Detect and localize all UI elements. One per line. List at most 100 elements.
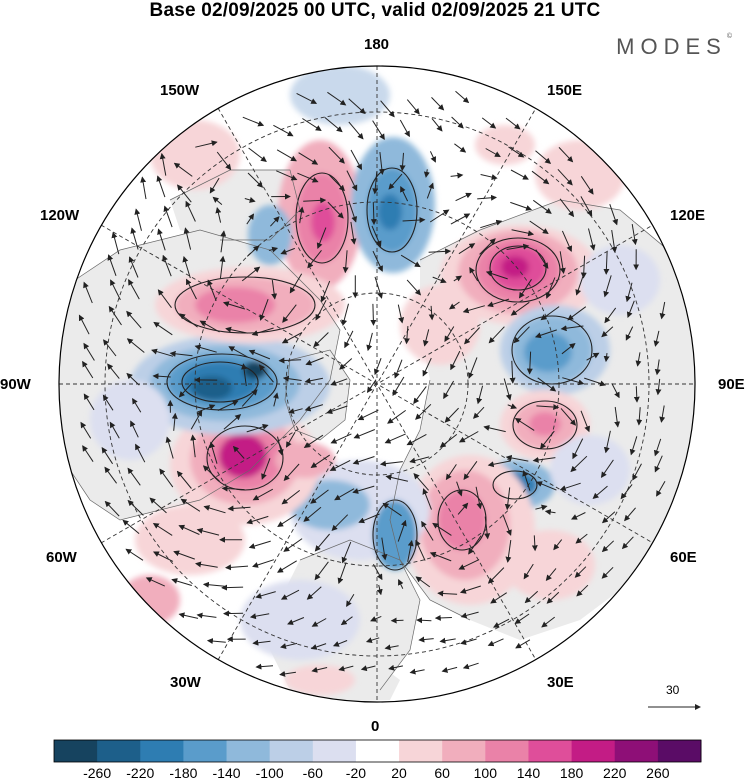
wind-vector — [152, 373, 171, 380]
wind-vector — [330, 433, 352, 444]
wind-vector — [455, 90, 470, 104]
wind-vector — [341, 541, 352, 564]
wind-vector — [562, 377, 585, 386]
wind-vector — [399, 152, 406, 172]
wind-vector — [107, 363, 120, 379]
wind-vector — [455, 192, 472, 202]
wind-vector — [178, 382, 193, 398]
wind-vector — [108, 305, 122, 326]
colorbar-segment — [657, 740, 702, 762]
wind-vector — [311, 666, 328, 673]
lon-label-150e: 150E — [547, 82, 583, 99]
wind-vector — [102, 339, 117, 357]
wind-vector — [209, 177, 220, 194]
wind-vector — [83, 281, 93, 304]
wind-vector — [276, 170, 298, 181]
wind-vector — [409, 668, 425, 675]
coastlines — [59, 169, 695, 691]
wind-vector — [199, 320, 220, 333]
wind-vector — [303, 434, 324, 448]
wind-vector — [314, 533, 330, 552]
colorbar-tick-label: 180 — [559, 765, 584, 781]
wind-vector — [341, 303, 349, 326]
wind-vector — [415, 539, 426, 561]
wind-vector — [310, 489, 329, 504]
wind-vector — [376, 584, 383, 596]
wind-vector — [535, 249, 549, 269]
colorbar-segment — [97, 740, 141, 762]
modes-logo: MODES© — [616, 33, 732, 60]
wind-vector — [397, 304, 405, 324]
wind-vector — [246, 245, 260, 257]
wind-vector — [232, 445, 245, 459]
wind-vector — [510, 169, 529, 180]
wind-vector — [324, 117, 343, 133]
wind-vector — [159, 468, 174, 488]
lon-label-120w: 120W — [40, 207, 80, 224]
wind-vector — [384, 433, 406, 444]
wind-vector — [217, 400, 239, 411]
wind-vector — [207, 279, 217, 301]
wind-vector — [539, 430, 555, 450]
wind-vector — [476, 385, 484, 405]
wind-vector — [601, 326, 614, 338]
wind-vector — [334, 488, 355, 501]
wind-vector — [487, 638, 504, 647]
wind-vector — [326, 405, 348, 415]
wind-vector — [366, 332, 373, 352]
wind-vector — [625, 326, 634, 341]
wind-vector — [212, 196, 223, 205]
wind-vector — [531, 170, 550, 185]
wind-vector — [388, 173, 403, 190]
wind-vector — [654, 359, 661, 376]
wind-vector — [109, 421, 120, 439]
colorbar-tick-label: -180 — [169, 765, 198, 781]
wind-vector — [603, 275, 612, 298]
wind-vector — [483, 424, 506, 433]
wind-vector — [609, 204, 618, 226]
wind-vector — [350, 221, 357, 245]
wind-vector — [259, 299, 269, 321]
wind-vector — [288, 408, 303, 414]
wind-vector — [252, 559, 275, 568]
wind-vector — [339, 358, 353, 370]
brand-text: MODES — [616, 34, 727, 59]
wind-vector — [271, 279, 278, 300]
wind-vector — [460, 638, 477, 645]
wind-vector — [656, 480, 666, 497]
wind-vector — [545, 277, 556, 299]
wind-vector — [125, 548, 144, 561]
wind-vector — [128, 279, 140, 300]
wind-vector — [127, 499, 144, 516]
wind-vector — [303, 197, 327, 204]
wind-vector — [600, 459, 614, 479]
wind-vector — [196, 612, 217, 619]
wind-vector — [252, 488, 274, 501]
colorbar-segment — [226, 740, 271, 762]
wind-vector — [397, 519, 407, 542]
lon-label-150w: 150W — [160, 82, 200, 99]
wind-vector — [536, 404, 560, 411]
lon-label-30w: 30W — [170, 674, 201, 691]
wind-vector — [327, 91, 347, 106]
wind-vector — [406, 433, 427, 446]
wind-vector — [221, 485, 245, 492]
wind-vector — [653, 438, 662, 457]
wind-vector — [110, 279, 121, 301]
wind-vector — [186, 278, 197, 300]
wind-vector — [327, 201, 344, 219]
wind-vector — [151, 348, 174, 357]
wind-vector — [518, 279, 532, 299]
wind-vector — [149, 497, 167, 514]
wind-vector — [331, 514, 349, 532]
wind-vector — [567, 306, 587, 321]
wind-vector — [398, 578, 404, 589]
wind-vector — [130, 227, 139, 250]
wind-vector — [421, 520, 434, 541]
wind-vector — [381, 537, 388, 561]
wind-vector — [281, 490, 301, 505]
wind-vector — [126, 338, 145, 353]
wind-vector — [603, 353, 610, 363]
wind-vector — [366, 379, 377, 394]
wind-vector — [388, 664, 404, 671]
